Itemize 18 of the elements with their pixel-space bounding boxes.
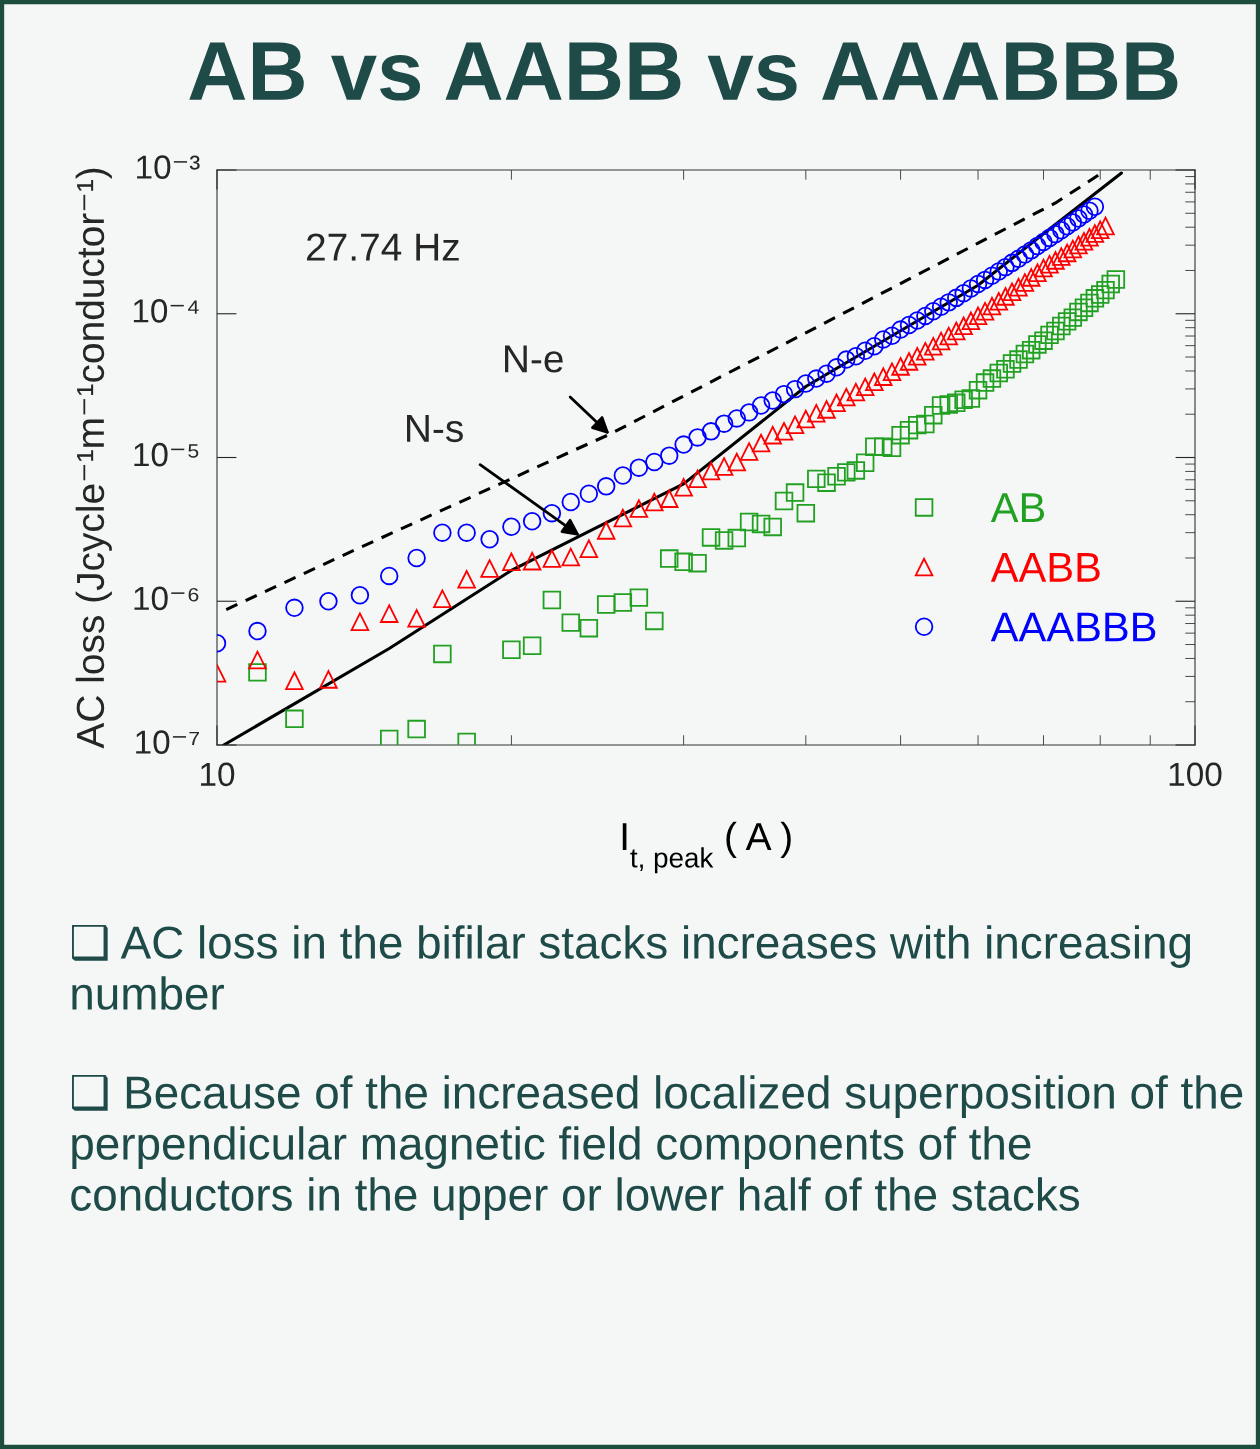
- y-tick-label: 10⁻⁷: [136, 730, 199, 754]
- y-axis-title: AC loss (Jcycle⁻¹m⁻¹conductor⁻¹): [75, 168, 112, 749]
- x-tick-label: 10: [201, 762, 235, 787]
- annotation: 27.74 Hz: [306, 233, 459, 261]
- y-tick-label: 10⁻³: [137, 155, 200, 179]
- y-tick-label: 10⁻⁵: [134, 442, 199, 467]
- text: ❑ AC loss in the bifilar stacks increases with increasing number: [72, 925, 1191, 1010]
- annotation: N-s: [407, 415, 463, 443]
- y-tick-label: 10⁻⁶: [134, 586, 199, 611]
- text: ❑ Because of the increased localized superposition of the perpendicular magnetic field components of the conductors in the upper or lower half of the stacks: [71, 1075, 1243, 1220]
- chart-title: AB vs AABB vs AAABBB: [189, 42, 1178, 101]
- legend-label: AB: [990, 493, 1045, 523]
- legend-label: AABB: [990, 553, 1100, 582]
- x-axis-title: It, peak ( A ): [622, 821, 791, 874]
- legend-label: AAABBB: [990, 612, 1156, 642]
- y-tick-label: 10⁻⁴: [133, 299, 199, 323]
- annotation: N-e: [505, 345, 563, 373]
- x-tick-label: 100: [1169, 762, 1222, 787]
